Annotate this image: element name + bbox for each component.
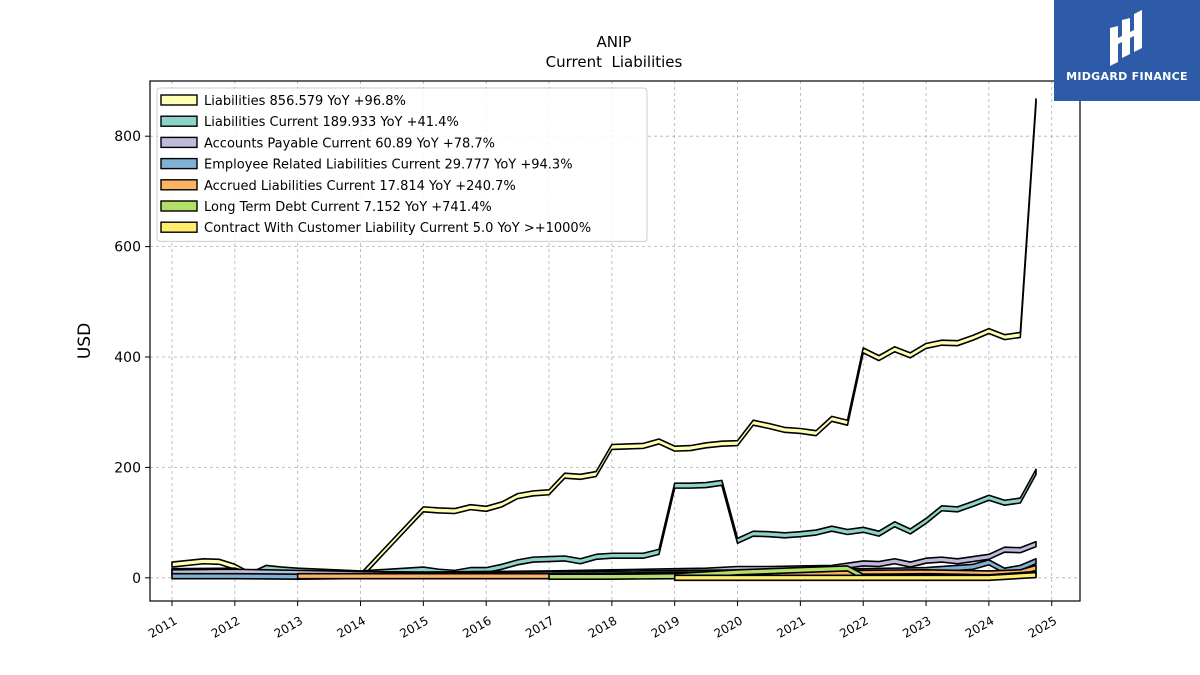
series-areas [171, 98, 1037, 582]
legend-swatch [160, 200, 198, 212]
legend: Liabilities 856.579 YoY +96.8% Liabilitie… [156, 87, 648, 242]
chart-title: ANIP [597, 33, 632, 51]
legend-label: Accrued Liabilities Current 17.814 YoY +… [204, 179, 516, 194]
legend-swatch [160, 179, 198, 191]
y-tick-label: 0 [132, 571, 141, 587]
x-tick-label: 2022 [837, 613, 870, 640]
brand-name: MIDGARD FINANCE [1066, 70, 1188, 83]
legend-label: Liabilities Current 189.933 YoY +41.4% [204, 115, 459, 130]
legend-label: Contract With Customer Liability Current… [204, 221, 591, 236]
x-tick-label: 2023 [900, 613, 933, 640]
legend-box [156, 87, 648, 242]
legend-swatch [160, 94, 198, 106]
series-area-1 [171, 98, 1037, 580]
x-tick-label: 2020 [712, 613, 745, 640]
legend-label: Liabilities 856.579 YoY +96.8% [204, 94, 406, 109]
x-tick-label: 2016 [460, 613, 493, 640]
chart-subtitle: Current Liabilities [546, 53, 683, 71]
legend-swatch [160, 115, 198, 127]
y-tick-label: 600 [114, 240, 141, 256]
series-area-7 [673, 571, 1037, 582]
legend-swatch [160, 157, 198, 170]
legend-label: Accounts Payable Current 60.89 YoY +78.7… [204, 136, 495, 151]
x-tick-label: 2014 [335, 613, 368, 640]
legend-label: Employee Related Liabilities Current 29.… [204, 158, 573, 173]
x-tick-label: 2019 [649, 613, 682, 640]
brand-logo: MIDGARD FINANCE [1054, 0, 1200, 101]
x-tick-label: 2015 [397, 613, 430, 640]
x-tick-label: 2011 [146, 613, 179, 640]
y-tick-label: 800 [114, 129, 141, 145]
x-tick-label: 2012 [209, 613, 242, 640]
x-tick-label: 2024 [963, 613, 996, 640]
y-axis-label: USD [75, 323, 95, 359]
x-tick-label: 2013 [272, 613, 305, 640]
x-tick-label: 2025 [1026, 613, 1059, 640]
x-tick-label: 2018 [586, 613, 619, 640]
legend-swatch [160, 136, 198, 149]
series-area-2 [171, 468, 1037, 579]
y-tick-label: 400 [114, 350, 141, 366]
brand-mark-icon [1110, 10, 1142, 66]
y-tick-label: 200 [114, 460, 141, 476]
x-tick-label: 2017 [523, 613, 556, 640]
x-tick-label: 2021 [774, 613, 807, 640]
plot-frame [149, 80, 1081, 602]
legend-label: Long Term Debt Current 7.152 YoY +741.4% [204, 200, 492, 215]
legend-swatch [160, 221, 198, 233]
